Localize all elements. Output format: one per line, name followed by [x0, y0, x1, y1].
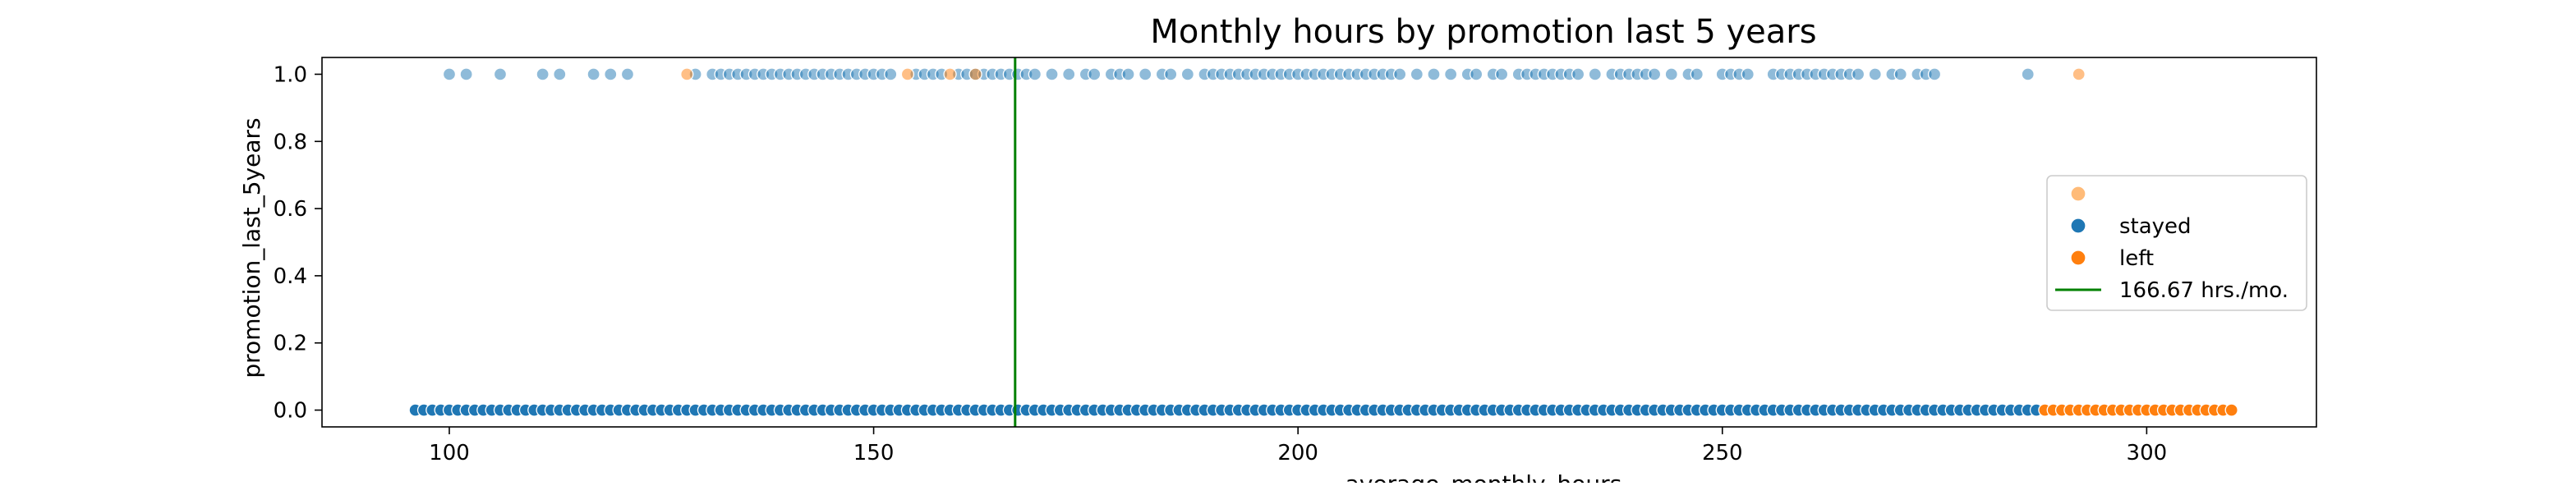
- x-tick-label: 150: [853, 441, 895, 465]
- data-point-stayed: [1927, 67, 1942, 81]
- x-tick-label: 100: [429, 441, 470, 465]
- plot-area: [321, 57, 2317, 428]
- data-point-stayed: [1045, 67, 1059, 81]
- data-point-stayed: [1494, 67, 1509, 81]
- legend-marker-swatch: [2070, 250, 2086, 266]
- x-tick-label: 200: [1277, 441, 1318, 465]
- data-point-stayed: [1469, 67, 1484, 81]
- data-point-stayed: [1393, 67, 1407, 81]
- data-point-stayed: [536, 67, 550, 81]
- data-point-stayed: [1180, 67, 1195, 81]
- data-point-stayed: [1690, 67, 1704, 81]
- data-point-stayed: [1647, 67, 1662, 81]
- legend-label: stayed: [2119, 214, 2192, 239]
- data-point-stayed: [620, 67, 635, 81]
- data-point-left: [968, 67, 982, 81]
- data-point-stayed: [1088, 67, 1102, 81]
- data-point-stayed: [442, 67, 457, 81]
- data-point-stayed: [1121, 67, 1135, 81]
- legend-marker-swatch: [2070, 186, 2086, 202]
- data-point-stayed: [1164, 67, 1178, 81]
- data-point-left: [2224, 403, 2238, 417]
- data-point-stayed: [1062, 67, 1076, 81]
- plot-frame: [321, 57, 2317, 428]
- data-point-stayed: [1741, 67, 1755, 81]
- y-tick-label: 0.8: [274, 130, 307, 154]
- y-tick-label: 0.6: [274, 197, 307, 222]
- data-point-left: [680, 67, 694, 81]
- data-point-stayed: [1028, 67, 1042, 81]
- data-point-stayed: [2021, 67, 2035, 81]
- data-point-stayed: [1427, 67, 1441, 81]
- y-tick-label: 0.4: [274, 264, 307, 289]
- legend-marker-swatch: [2070, 218, 2086, 234]
- x-axis-label: average_monthly_hours: [1346, 470, 1622, 483]
- x-tick-label: 300: [2127, 441, 2168, 465]
- legend-label: left: [2119, 246, 2154, 271]
- legend-label: 166.67 hrs./mo.: [2119, 278, 2288, 303]
- data-point-stayed: [1443, 67, 1458, 81]
- y-tick-label: 0.0: [274, 399, 307, 424]
- data-point-stayed: [1571, 67, 1585, 81]
- data-point-left: [900, 67, 915, 81]
- data-point-stayed: [1588, 67, 1602, 81]
- y-tick-label: 0.2: [274, 332, 307, 356]
- x-tick-label: 250: [1702, 441, 1743, 465]
- data-point-stayed: [459, 67, 473, 81]
- data-point-left: [943, 67, 957, 81]
- data-point-stayed: [1410, 67, 1424, 81]
- data-point-stayed: [493, 67, 508, 81]
- data-point-stayed: [1664, 67, 1678, 81]
- data-point-stayed: [553, 67, 567, 81]
- data-point-stayed: [586, 67, 600, 81]
- data-point-stayed: [1138, 67, 1152, 81]
- x-axis-ticks: 100 150 200 250 300: [429, 427, 2167, 465]
- chart-title: Monthly hours by promotion last 5 years: [1150, 13, 1816, 51]
- data-point-stayed: [1893, 67, 1907, 81]
- y-axis-ticks: 0.0 0.2 0.4 0.6 0.8 1.0: [274, 62, 322, 424]
- y-axis-label: promotion_last_5years: [238, 117, 265, 378]
- data-point-stayed: [1868, 67, 1882, 81]
- legend-box: [2046, 175, 2307, 311]
- data-point-left: [2072, 67, 2086, 81]
- data-point-stayed: [604, 67, 618, 81]
- data-point-stayed: [884, 67, 898, 81]
- legend: stayed left 166.67 hrs./mo.: [2046, 175, 2307, 311]
- y-tick-label: 1.0: [274, 62, 307, 87]
- data-point-stayed: [1851, 67, 1865, 81]
